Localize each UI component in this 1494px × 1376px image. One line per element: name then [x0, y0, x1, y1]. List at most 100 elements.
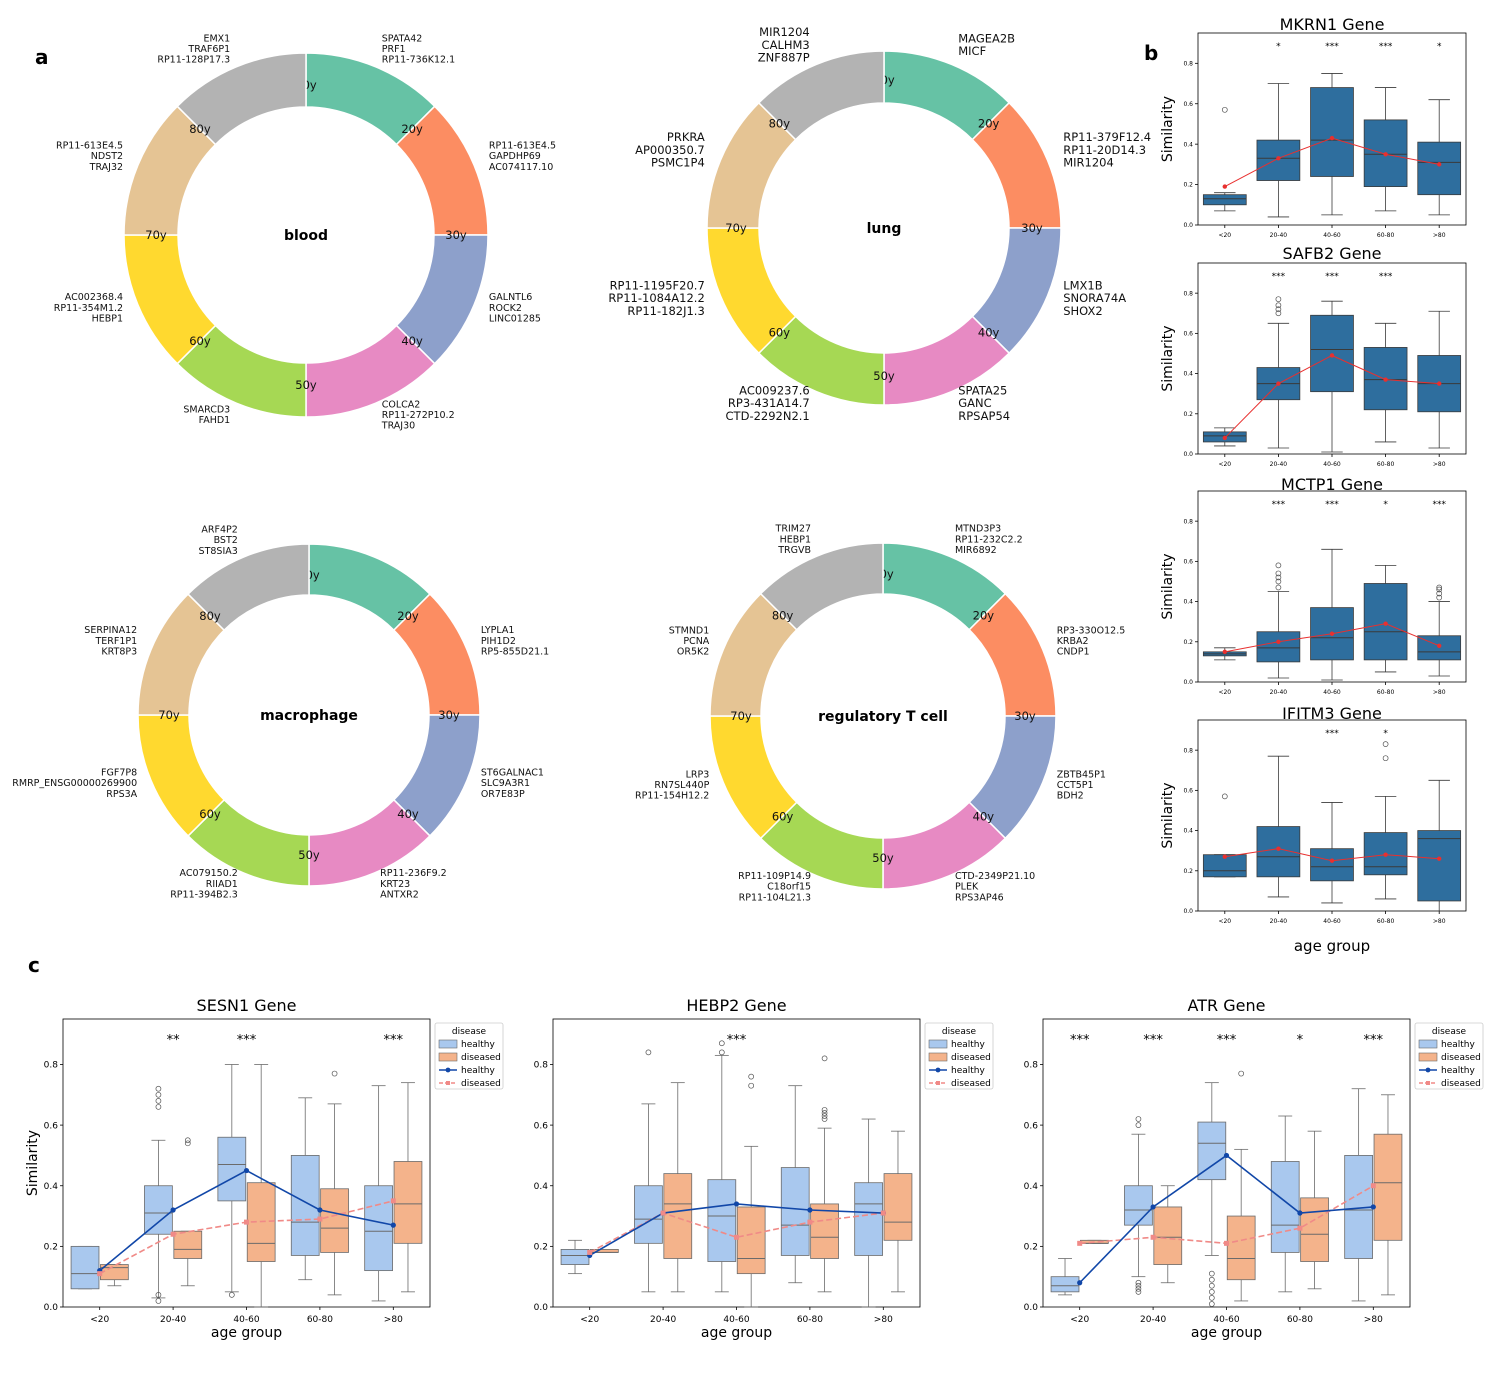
donut-gene-list: ZBTB45P1 CCT5P1 BDH2: [1057, 769, 1106, 801]
outlier-point: [1275, 570, 1282, 577]
y-tick-label: 0.6: [1183, 101, 1193, 108]
donut-age-label: 20y: [401, 122, 423, 136]
x-tick-label: 60-80: [1377, 689, 1395, 696]
outlier-point: [1436, 584, 1443, 591]
donut-gene-list: GALNTL6 ROCK2 LINC01285: [489, 292, 541, 324]
donut-charts: 10ySPATA42PRF1RP11-736K12.120yRP11-613E4…: [12, 25, 1151, 903]
grouped-boxplot-atr-gene: ATR Gene 0.0 0.2 0.4 0.6 0.8 <20 20-40 40-60 60-8…: [1024, 996, 1484, 1341]
legend-item-label: healthy: [461, 1040, 495, 1050]
donut-gene-list: RP11-236F9.2 KRT23 ANTXR2: [380, 868, 447, 900]
donut-gene-list: RP11-109P14.9 C18orf15 RP11-104L21.3: [738, 871, 811, 903]
boxplot-mkrn1-gene: MKRN1 Gene 0.0 0.2 0.4 0.6 0.8 <20 20-40 40-60 60…: [1160, 15, 1467, 239]
outlier-point: [821, 1055, 828, 1062]
gene-label: HEBP1: [92, 313, 123, 324]
y-tick-label: 0.0: [1183, 908, 1193, 915]
box-iqr: [70, 1245, 100, 1290]
mean-point: [1437, 162, 1442, 167]
legend: disease healthy diseased healthy diseased: [924, 1022, 994, 1090]
box-iqr: [144, 1185, 173, 1235]
x-tick-label: <20: [90, 1315, 109, 1325]
grouped-boxplot-sesn1-gene: SESN1 Gene 0.0 0.2 0.4 0.6 0.8 <20 20-40 40-60 60…: [25, 996, 504, 1341]
diseased-mean-point: [734, 1234, 739, 1240]
significance-marker: *: [1297, 1033, 1304, 1048]
gene-label: RIIAD1: [206, 879, 238, 890]
gene-label: CTD-2292N2.1: [726, 409, 810, 423]
donut-age-label: 80y: [189, 122, 211, 136]
donut-age-label: 40y: [978, 326, 1000, 340]
gene-label: CALHM3: [762, 38, 810, 52]
gene-label: RP11-109P14.9: [738, 871, 811, 882]
donut-age-label: 60y: [769, 326, 791, 340]
legend: disease healthy diseased healthy diseased: [1414, 1022, 1484, 1090]
donut-age-label: 60y: [189, 334, 211, 348]
y-tick-label: 0.2: [1183, 868, 1193, 875]
gene-label: KRT23: [380, 879, 410, 890]
gene-label: RMRP_ENSG00000269900: [12, 778, 137, 789]
gene-label: RP11-104L21.3: [739, 892, 811, 903]
outlier-point: [1208, 1282, 1215, 1289]
donut-slice-80y: [759, 542, 884, 631]
gene-label: BDH2: [1057, 791, 1084, 802]
gene-label: RP11-232C2.2: [955, 534, 1023, 545]
boxplot-safb2-gene: SAFB2 Gene 0.0 0.2 0.4 0.6 0.8 <20 20-40 40-60 60…: [1160, 244, 1467, 468]
legend-swatch-diseased-box: [928, 1052, 948, 1062]
y-tick-label: 0.6: [1183, 558, 1193, 565]
gene-label: SERPINA12: [84, 625, 137, 636]
donut-gene-list: PRKRA AP000350.7 PSMC1P4: [635, 130, 705, 170]
donut-age-label: 40y: [973, 809, 995, 823]
gene-label: ZBTB45P1: [1057, 769, 1106, 780]
donut-center-label: macrophage: [260, 708, 358, 724]
legend-item-label: healthy: [1441, 1040, 1475, 1050]
gene-label: RPS3A: [106, 789, 137, 800]
panel-b-boxplots: MKRN1 Gene 0.0 0.2 0.4 0.6 0.8 <20 20-40 40-60 60…: [1160, 15, 1467, 955]
outlier-point: [821, 1116, 828, 1122]
gene-label: NDST2: [91, 151, 123, 162]
gene-label: CNDP1: [1057, 647, 1090, 658]
donut-gene-list: SPATA42 PRF1 RP11-736K12.1: [382, 33, 455, 65]
x-tick-label: <20: [1218, 461, 1231, 468]
legend-frame: [924, 1022, 994, 1090]
box-iqr: [663, 1173, 693, 1259]
y-tick-label: 0.8: [1183, 290, 1193, 297]
gene-label: ZNF887P: [758, 51, 810, 65]
legend-swatch-diseased-marker: [446, 1081, 450, 1085]
x-tick-label: <20: [1218, 689, 1231, 696]
x-tick-label: 20-40: [1270, 689, 1288, 696]
donut-regulatory-t-cell: 10yMTND3P3RP11-232C2.2MIR689220yRP3-330O…: [635, 524, 1125, 904]
box-iqr: [1270, 1161, 1300, 1253]
outlier-point: [228, 1292, 235, 1298]
x-tick-label: >80: [1364, 1315, 1383, 1325]
box-iqr: [1226, 1215, 1256, 1281]
outlier-point: [748, 1082, 755, 1089]
significance-marker: ***: [1217, 1033, 1237, 1048]
outlier-point: [155, 1091, 162, 1098]
legend-item-label: diseased: [951, 1053, 991, 1063]
diseased-mean-line: [589, 1212, 884, 1254]
box-iqr: [320, 1188, 349, 1253]
gene-label: RP11-236F9.2: [380, 868, 447, 879]
x-tick-label: >80: [384, 1315, 403, 1325]
plot-frame: [552, 1018, 921, 1308]
y-tick-label: 0.8: [1024, 1061, 1039, 1071]
y-tick-label: 0.2: [1024, 1243, 1038, 1253]
donut-gene-list: RP3-330O12.5 KRBA2 CNDP1: [1057, 625, 1126, 657]
gene-label: RP11-1084A12.2: [608, 291, 704, 305]
healthy-mean-point: [733, 1201, 740, 1207]
donut-slice-80y: [187, 543, 310, 632]
gene-label: KRBA2: [1057, 636, 1089, 647]
box-iqr: [1300, 1197, 1329, 1262]
gene-label: LINC01285: [489, 313, 541, 324]
outlier-point: [331, 1070, 338, 1077]
gene-label: SHOX2: [1063, 304, 1102, 318]
donut-age-label: 40y: [401, 334, 423, 348]
outlier-point: [155, 1098, 162, 1104]
outlier-point: [748, 1073, 755, 1080]
significance-marker: *: [1276, 42, 1281, 52]
donut-age-label: 80y: [769, 116, 791, 130]
outlier-point: [155, 1085, 162, 1092]
donut-age-label: 40y: [397, 807, 419, 821]
donut-slice-80y: [176, 52, 307, 146]
outlier-point: [1221, 793, 1228, 800]
y-axis-label: Similarity: [1160, 96, 1176, 162]
x-tick-label: 60-80: [307, 1315, 333, 1325]
